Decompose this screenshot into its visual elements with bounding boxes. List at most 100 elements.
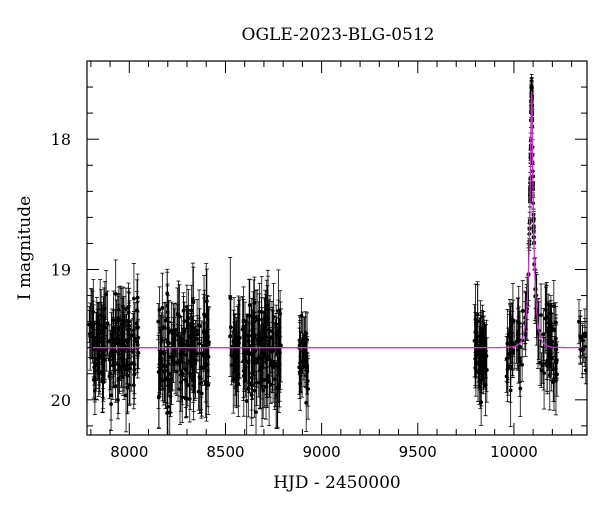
data-marker bbox=[171, 331, 176, 336]
data-marker bbox=[165, 411, 170, 415]
data-point bbox=[165, 285, 170, 354]
data-marker bbox=[183, 377, 187, 382]
data-point bbox=[263, 298, 268, 363]
data-point bbox=[187, 375, 192, 423]
data-marker bbox=[504, 374, 509, 379]
data-marker bbox=[196, 389, 201, 394]
data-marker bbox=[191, 325, 196, 330]
data-marker bbox=[91, 322, 96, 327]
data-point bbox=[247, 279, 252, 353]
data-point bbox=[274, 313, 279, 357]
data-point bbox=[199, 347, 204, 419]
data-point bbox=[267, 338, 272, 426]
data-point bbox=[478, 332, 483, 385]
data-marker bbox=[484, 354, 489, 358]
data-marker bbox=[189, 308, 194, 313]
data-point bbox=[131, 310, 136, 350]
data-marker bbox=[87, 322, 92, 327]
data-marker bbox=[520, 309, 525, 313]
data-marker bbox=[254, 410, 258, 415]
data-marker bbox=[132, 372, 137, 377]
data-marker bbox=[171, 362, 176, 367]
data-marker bbox=[477, 384, 482, 389]
data-marker bbox=[252, 300, 257, 305]
data-marker bbox=[168, 377, 173, 382]
data-point bbox=[162, 339, 167, 403]
data-marker bbox=[263, 328, 268, 333]
data-marker bbox=[176, 358, 181, 363]
data-marker bbox=[484, 368, 489, 372]
data-marker bbox=[278, 311, 283, 316]
data-marker bbox=[270, 348, 275, 352]
data-marker bbox=[260, 356, 265, 361]
data-point bbox=[114, 299, 119, 345]
data-point bbox=[189, 284, 194, 337]
data-marker bbox=[111, 318, 116, 323]
data-point bbox=[264, 354, 269, 420]
x-tick-label: 9500 bbox=[399, 443, 437, 461]
data-marker bbox=[480, 339, 485, 343]
data-point bbox=[113, 259, 118, 329]
data-point bbox=[190, 262, 195, 338]
data-marker bbox=[256, 355, 261, 360]
data-marker bbox=[250, 349, 255, 354]
data-marker bbox=[277, 350, 282, 355]
data-marker bbox=[108, 371, 112, 376]
data-marker bbox=[129, 361, 134, 366]
data-marker bbox=[249, 380, 254, 385]
data-marker bbox=[265, 303, 270, 308]
x-tick-label: 8500 bbox=[206, 443, 244, 461]
data-point bbox=[201, 322, 206, 370]
data-marker bbox=[203, 356, 208, 361]
data-marker bbox=[254, 360, 259, 365]
data-point bbox=[203, 321, 208, 358]
data-point bbox=[159, 329, 164, 387]
data-marker bbox=[243, 319, 247, 324]
data-marker bbox=[202, 314, 207, 318]
data-marker bbox=[478, 356, 483, 361]
x-tick-label: 8000 bbox=[110, 443, 148, 461]
data-marker bbox=[241, 374, 246, 378]
data-marker bbox=[156, 370, 161, 374]
data-marker bbox=[267, 380, 272, 384]
data-marker bbox=[160, 306, 165, 310]
data-point bbox=[127, 305, 132, 373]
data-marker bbox=[246, 386, 251, 391]
data-marker bbox=[206, 383, 211, 388]
data-marker bbox=[93, 362, 98, 367]
data-marker bbox=[547, 373, 552, 377]
data-point bbox=[301, 335, 306, 368]
data-marker bbox=[124, 393, 128, 398]
data-marker bbox=[113, 384, 118, 389]
data-point bbox=[188, 322, 193, 378]
data-marker bbox=[191, 379, 196, 384]
data-point bbox=[193, 320, 198, 399]
data-point bbox=[256, 318, 261, 398]
data-marker bbox=[131, 328, 136, 333]
data-marker bbox=[195, 332, 200, 336]
data-point bbox=[482, 335, 487, 370]
data-point bbox=[181, 292, 186, 330]
data-marker bbox=[169, 354, 174, 359]
data-marker bbox=[115, 362, 120, 366]
data-point bbox=[122, 311, 127, 370]
data-point bbox=[168, 346, 173, 414]
y-tick-label: 18 bbox=[51, 130, 71, 149]
data-marker bbox=[203, 379, 208, 384]
data-marker bbox=[182, 319, 187, 324]
data-marker bbox=[204, 299, 209, 304]
data-marker bbox=[131, 333, 135, 338]
x-tick-label: 10000 bbox=[490, 443, 538, 461]
data-marker bbox=[105, 321, 110, 326]
data-marker bbox=[539, 368, 544, 373]
data-marker bbox=[181, 308, 186, 313]
data-point bbox=[182, 361, 187, 398]
data-marker bbox=[97, 335, 102, 340]
y-tick-label: 19 bbox=[51, 261, 71, 280]
data-marker bbox=[94, 357, 99, 361]
data-point bbox=[235, 340, 240, 393]
data-marker bbox=[303, 342, 308, 347]
data-point bbox=[108, 356, 113, 391]
data-points-layer bbox=[87, 74, 588, 436]
data-marker bbox=[113, 292, 118, 296]
